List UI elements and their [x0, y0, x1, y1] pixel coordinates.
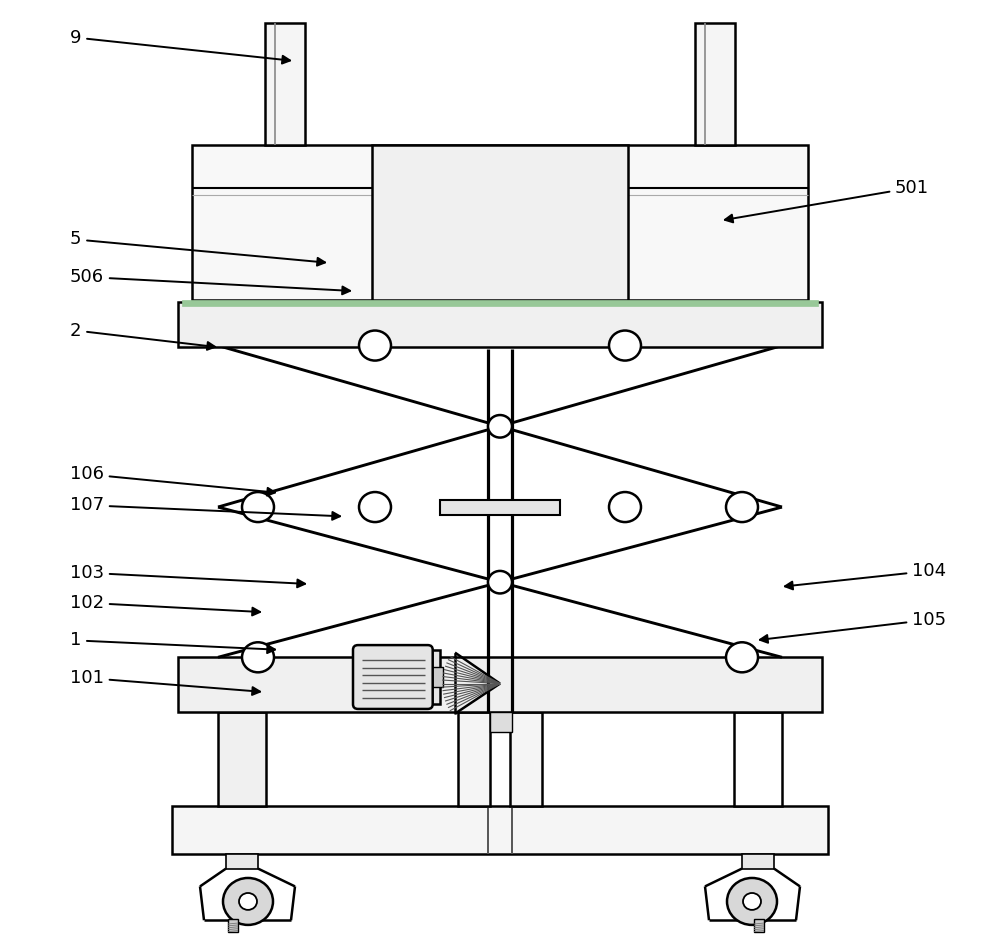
Text: 1: 1: [70, 631, 275, 654]
Circle shape: [488, 415, 512, 438]
Bar: [228, 919, 238, 932]
Text: 105: 105: [760, 610, 946, 643]
Text: 104: 104: [785, 562, 946, 590]
Circle shape: [223, 878, 273, 925]
Circle shape: [726, 642, 758, 672]
Circle shape: [242, 492, 274, 522]
Circle shape: [242, 642, 274, 672]
Bar: [178, 302, 822, 347]
Bar: [754, 919, 764, 932]
Bar: [428, 667, 443, 687]
Bar: [695, 23, 735, 145]
Bar: [358, 650, 440, 704]
Circle shape: [743, 893, 761, 910]
Bar: [490, 712, 512, 732]
Circle shape: [609, 492, 641, 522]
Bar: [226, 854, 258, 869]
Text: 103: 103: [70, 563, 305, 587]
Bar: [372, 145, 628, 300]
Circle shape: [239, 893, 257, 910]
Bar: [510, 712, 542, 806]
Text: 506: 506: [70, 268, 350, 294]
FancyBboxPatch shape: [353, 645, 433, 709]
Text: 5: 5: [70, 230, 325, 266]
Bar: [192, 145, 808, 300]
Text: 106: 106: [70, 465, 275, 496]
Text: 2: 2: [70, 321, 215, 350]
Bar: [440, 500, 560, 515]
Circle shape: [359, 492, 391, 522]
Circle shape: [727, 878, 777, 925]
Text: 101: 101: [70, 669, 260, 695]
Bar: [178, 657, 822, 712]
Bar: [742, 854, 774, 869]
Text: 107: 107: [70, 496, 340, 520]
Circle shape: [488, 571, 512, 593]
Bar: [182, 300, 818, 306]
Bar: [218, 712, 266, 806]
Text: 9: 9: [70, 28, 290, 64]
Circle shape: [359, 331, 391, 361]
Text: 102: 102: [70, 593, 260, 615]
Bar: [734, 712, 782, 806]
Bar: [172, 806, 828, 854]
Text: 501: 501: [725, 178, 929, 223]
Bar: [265, 23, 305, 145]
Circle shape: [609, 331, 641, 361]
Circle shape: [726, 492, 758, 522]
Bar: [458, 712, 490, 806]
